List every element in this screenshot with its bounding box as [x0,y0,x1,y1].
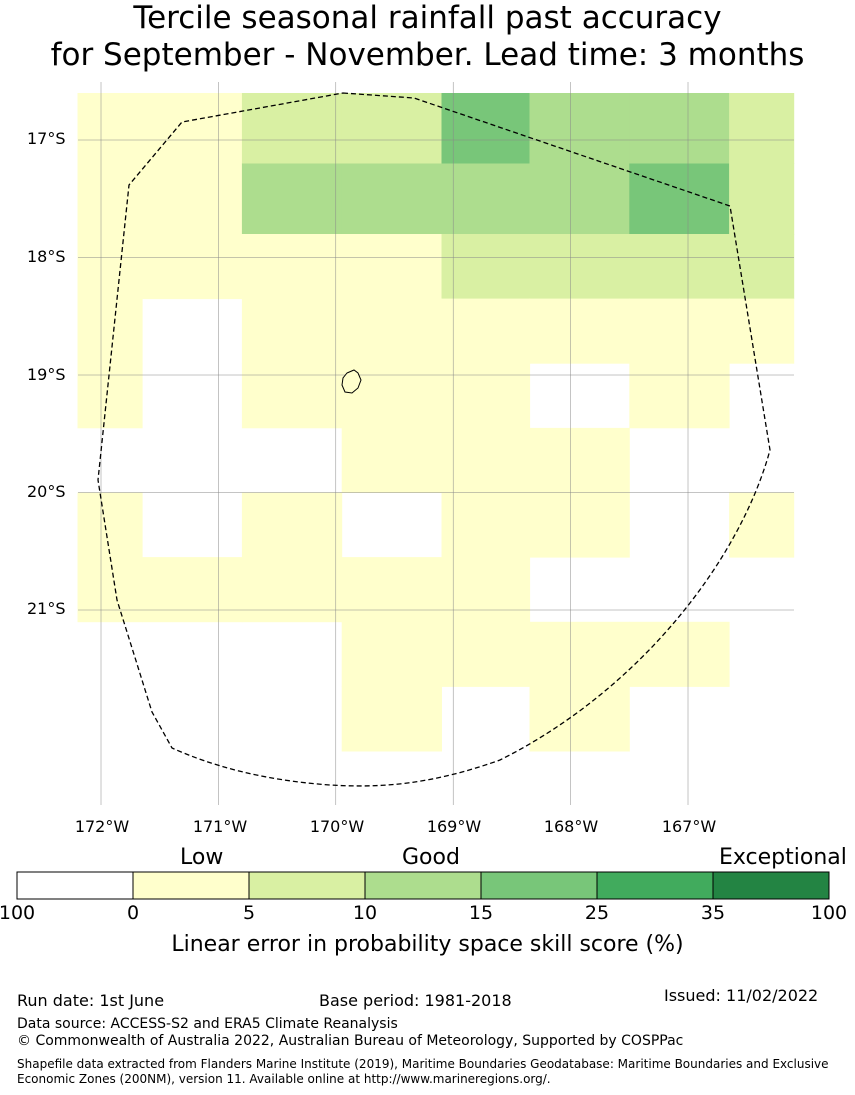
colorbar-segment-7 [713,872,829,899]
niue-island [341,369,362,394]
skill-cell [241,363,343,429]
skill-cell [441,163,531,235]
skill-cell [629,163,730,235]
skill-cell [729,492,795,558]
skill-cell [341,163,442,235]
colorbar-tick-label: 10 [352,902,378,924]
longitude-label: 172°W [74,817,130,836]
skill-cell [529,621,630,687]
skill-cell [77,163,143,235]
longitude-label: 170°W [309,817,365,836]
skill-cell [729,298,795,364]
map-gridlines [78,82,794,805]
longitude-label: 169°W [426,817,482,836]
skill-cell [441,492,531,558]
skill-cell [441,557,531,623]
skill-cell [241,234,343,300]
map-title-line-2: for September - November. Lead time: 3 m… [50,37,805,73]
colorbar-frame [16,871,830,900]
colorbar-segment-5 [481,872,597,899]
skill-cell [341,93,442,164]
skill-cell [729,163,795,235]
skill-cell [729,234,795,300]
skill-cell [77,557,143,623]
skill-cell [729,93,795,164]
colorbar-tick-label: 100 [810,902,848,924]
skill-cell [629,234,730,300]
skill-cell [441,234,531,300]
skill-cell [529,686,630,752]
skill-cell [241,298,343,364]
skill-cell [629,93,730,164]
skill-cell [77,492,143,558]
skill-cell [529,163,630,235]
skill-cell [142,163,243,235]
latitude-label: 20°S [27,482,66,501]
skill-cell [77,93,143,164]
skill-cell [241,163,343,235]
latitude-label: 21°S [27,599,66,618]
colorbar-segment-4 [365,872,481,899]
run-date: Run date: 1st June [17,991,165,1010]
category-label-low: Low [180,845,224,870]
skill-cell [441,298,531,364]
category-label-exceptional: Exceptional [719,845,847,870]
skill-cell [629,298,730,364]
skill-cell [341,686,442,752]
skill-cell [629,363,730,429]
copyright: © Commonwealth of Australia 2022, Austra… [17,1033,684,1049]
map-title-line-1: Tercile seasonal rainfall past accuracy [133,0,722,36]
colorbar-segment-1 [17,872,133,899]
skill-cell [529,93,630,164]
skill-cell [529,492,630,558]
skill-cell [441,621,531,687]
skill-cell [341,557,442,623]
colorbar-tick-label: 0 [126,902,140,924]
skill-cell [241,492,343,558]
skill-cell [341,427,442,493]
colorbar-tick-label: 35 [700,902,726,924]
skill-cell [529,234,630,300]
skill-cell [629,621,730,687]
colorbar [16,871,830,900]
colorbar-tick-label: 15 [468,902,494,924]
skill-cell [341,298,442,364]
longitude-label: 171°W [192,817,248,836]
longitude-label: 167°W [661,817,717,836]
data-source: Data source: ACCESS-S2 and ERA5 Climate … [17,1016,398,1032]
skill-cell [341,234,442,300]
longitude-label: 168°W [543,817,599,836]
shapefile-credit: Shapefile data extracted from Flanders M… [17,1057,829,1086]
skill-cell [441,93,531,164]
skill-cell [142,557,243,623]
skill-cell [241,93,343,164]
skill-cell [441,363,531,429]
eez-boundary [97,92,771,787]
skill-cell [77,363,143,429]
skill-cell [529,427,630,493]
colorbar-segment-3 [249,872,365,899]
skill-cell [77,298,143,364]
colorbar-segment-2 [133,872,249,899]
category-label-good: Good [402,845,460,870]
latitude-label: 17°S [27,129,66,148]
colorbar-tick-label: 100 [0,902,36,924]
issued-date: Issued: 11/02/2022 [664,986,819,1005]
skill-cell [441,427,531,493]
skill-cell [341,621,442,687]
skill-cell [529,298,630,364]
colorbar-segment-6 [597,872,713,899]
colorbar-tick-label: 25 [584,902,610,924]
colorbar-title: Linear error in probability space skill … [171,932,684,957]
skill-cell [142,93,243,164]
skill-cell [241,557,343,623]
base-period: Base period: 1981-2018 [319,991,512,1010]
skill-grid-cells [77,93,795,752]
colorbar-tick-label: 5 [242,902,256,924]
skill-cell [142,234,243,300]
latitude-label: 18°S [27,247,66,266]
latitude-label: 19°S [27,365,66,384]
skill-cell [77,234,143,300]
